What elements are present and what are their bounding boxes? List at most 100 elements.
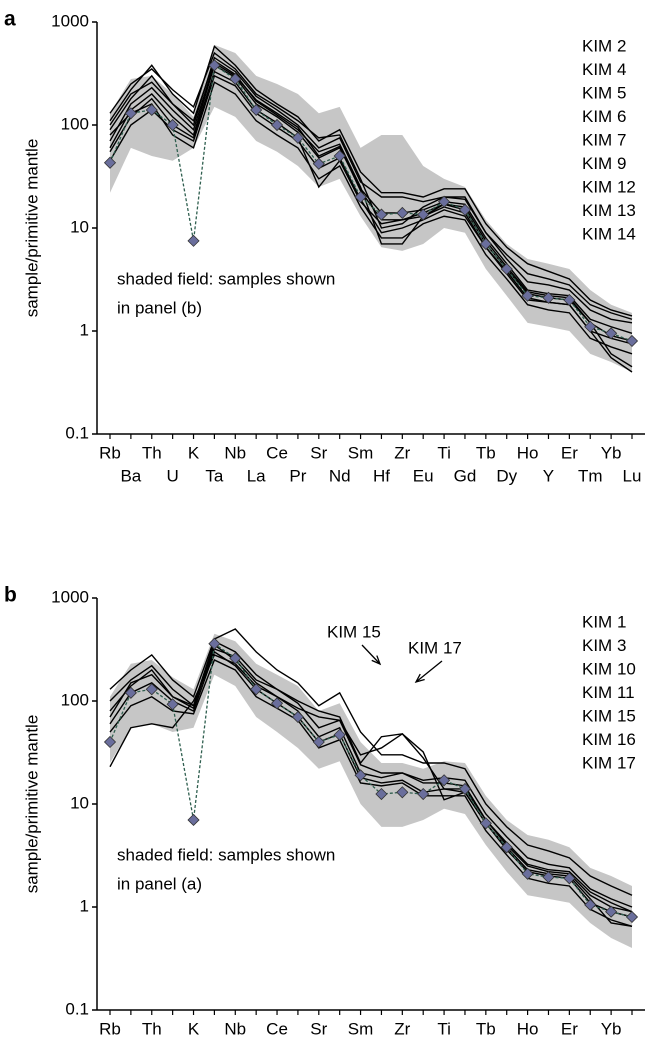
- sample-name: KIM 13: [582, 201, 636, 220]
- sample-name: KIM 9: [582, 154, 626, 173]
- x-tick-label: K: [188, 443, 200, 462]
- sample-name: KIM 4: [582, 60, 626, 79]
- reference-marker: [500, 841, 513, 854]
- x-tick-label: Y: [543, 466, 554, 485]
- x-tick-label: Hf: [373, 466, 390, 485]
- reference-marker: [229, 72, 242, 86]
- reference-marker: [291, 710, 304, 724]
- y-tick-label: 0.1: [65, 999, 89, 1018]
- panel-label: b: [4, 584, 17, 607]
- callout-arrowhead: [414, 673, 425, 684]
- reference-line: [109, 642, 633, 918]
- sample-line: [109, 81, 633, 355]
- sample-line: [109, 56, 633, 320]
- x-tick-label: Zr: [394, 1019, 410, 1038]
- reference-marker: [542, 291, 555, 304]
- reference-marker: [625, 334, 639, 348]
- x-tick-label: Th: [142, 1019, 162, 1038]
- reference-marker: [605, 327, 618, 340]
- x-tick-label: Ti: [437, 1019, 451, 1038]
- reference-marker: [438, 774, 451, 787]
- reference-marker: [563, 872, 576, 885]
- sample-line: [109, 654, 633, 927]
- sample-line: [109, 70, 633, 373]
- x-tick-label: U: [166, 466, 178, 485]
- reference-marker: [396, 206, 409, 220]
- reference-marker: [270, 118, 284, 132]
- y-tick-label: 10: [70, 793, 89, 812]
- sample-line: [109, 628, 633, 896]
- reference-marker: [291, 131, 304, 144]
- y-tick-label: 100: [61, 690, 89, 709]
- annotation: shaded field: samples shown: [117, 269, 335, 288]
- x-tick-label: K: [188, 1019, 200, 1038]
- y-tick-label: 0.1: [65, 423, 89, 442]
- reference-marker: [458, 203, 472, 216]
- reference-marker: [563, 293, 576, 307]
- x-tick-label: Zr: [394, 443, 410, 462]
- x-tick-label: Nb: [224, 443, 246, 462]
- y-tick-label: 1000: [51, 11, 89, 30]
- shaded-field: [110, 633, 632, 948]
- reference-marker: [270, 697, 284, 710]
- x-tick-label: Ho: [517, 443, 539, 462]
- reference-marker: [438, 195, 451, 208]
- x-tick-label: Eu: [413, 466, 434, 485]
- reference-marker: [375, 208, 388, 221]
- reference-marker: [103, 735, 117, 749]
- panel-label: a: [4, 8, 16, 31]
- callout-arrow: [415, 660, 443, 683]
- reference-marker: [521, 289, 534, 302]
- reference-marker: [208, 59, 221, 72]
- sample-name: KIM 7: [582, 130, 626, 149]
- x-tick-label: Pr: [289, 466, 306, 485]
- reference-marker: [458, 782, 472, 796]
- callout-label: KIM 15: [327, 622, 381, 641]
- reference-marker: [312, 157, 325, 170]
- x-tick-label: Th: [142, 443, 162, 462]
- y-tick-label: 1: [80, 320, 89, 339]
- annotation: in panel (a): [117, 874, 202, 893]
- reference-marker: [145, 683, 158, 696]
- reference-marker: [187, 234, 200, 247]
- x-tick-label: Nb: [224, 1019, 246, 1038]
- reference-marker: [187, 813, 200, 827]
- reference-marker: [500, 262, 513, 276]
- sample-name: KIM 10: [582, 659, 636, 678]
- reference-marker: [103, 156, 117, 169]
- reference-marker: [250, 103, 263, 117]
- annotation: shaded field: samples shown: [117, 845, 335, 864]
- reference-marker: [250, 683, 263, 696]
- x-tick-label: Gd: [454, 466, 477, 485]
- x-tick-label: Sm: [348, 1019, 374, 1038]
- x-tick-label: Ho: [517, 1019, 539, 1038]
- reference-marker: [145, 103, 158, 117]
- reference-marker: [333, 149, 346, 163]
- reference-marker: [208, 637, 221, 650]
- reference-marker: [375, 787, 388, 801]
- reference-marker: [542, 871, 555, 884]
- reference-marker: [396, 786, 409, 799]
- x-tick-label: Sr: [310, 443, 327, 462]
- x-tick-label: Sr: [310, 1019, 327, 1038]
- reference-marker: [354, 769, 367, 782]
- x-tick-label: Tb: [476, 443, 496, 462]
- sample-line: [109, 648, 633, 913]
- reference-line: [109, 64, 633, 342]
- x-tick-label: Lu: [623, 466, 642, 485]
- sample-line: [109, 45, 633, 317]
- reference-marker: [605, 905, 618, 918]
- reference-marker: [229, 652, 242, 665]
- reference-marker: [417, 787, 430, 801]
- panel: 0.11101001000RbBaThUKTaNbLaCePrSrNdSmHfZ…: [4, 8, 645, 485]
- reference-marker: [521, 867, 534, 880]
- x-tick-label: Tm: [578, 466, 603, 485]
- y-tick-label: 100: [61, 114, 89, 133]
- x-tick-label: Yb: [601, 443, 622, 462]
- reference-marker: [479, 817, 492, 830]
- reference-marker: [312, 735, 325, 749]
- x-tick-label: Nd: [329, 466, 351, 485]
- sample-name: KIM 6: [582, 107, 626, 126]
- panel: 0.11101001000RbBaThUKTaNbLaCePrSrNdSmHfZ…: [4, 584, 645, 1038]
